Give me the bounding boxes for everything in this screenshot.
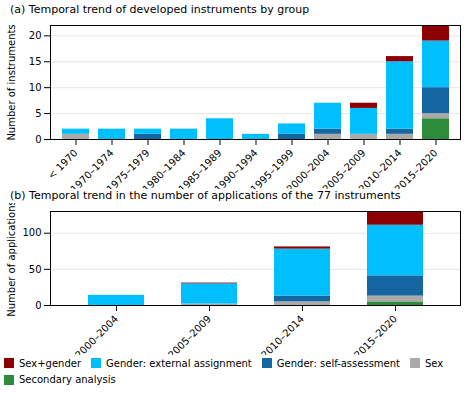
html-text:(a) Temporal trend of develope: (a) Temporal trend of developed instrume… (10, 3, 310, 16)
svg-text:50: 50 (29, 264, 42, 275)
html-text:Secondary analysis: Secondary analysis (19, 374, 116, 386)
html-text:Gender: external assignment: Gender: external assignment (106, 357, 252, 369)
html-text:(b) Temporal trend in the numb: (b) Temporal trend in the number of appl… (10, 189, 401, 202)
svg-text:2000–2004: 2000–2004 (73, 313, 120, 355)
svg-text:2005–2009: 2005–2009 (166, 313, 213, 355)
svg-text:0: 0 (35, 300, 41, 311)
svg-text:2010–2014: 2010–2014 (259, 313, 306, 355)
svg-text:15: 15 (29, 56, 42, 67)
svg-text:5: 5 (35, 108, 41, 119)
html-text:Sex+gender: Sex+gender (19, 357, 82, 369)
svg-text:20: 20 (29, 30, 42, 41)
svg-text:0: 0 (35, 134, 41, 145)
svg-text:Number of instruments: Number of instruments (6, 24, 17, 140)
svg-text:< 1970: < 1970 (46, 147, 80, 181)
svg-text:Number of applications: Number of applications (6, 203, 17, 317)
svg-text:2015–2020: 2015–2020 (392, 147, 439, 189)
svg-text:2015–2020: 2015–2020 (352, 313, 399, 355)
html-text:Gender: self-assessment: Gender: self-assessment (276, 357, 400, 369)
html-text:Sex: Sex (425, 357, 444, 369)
svg-text:10: 10 (29, 82, 42, 93)
svg-text:100: 100 (22, 227, 41, 238)
